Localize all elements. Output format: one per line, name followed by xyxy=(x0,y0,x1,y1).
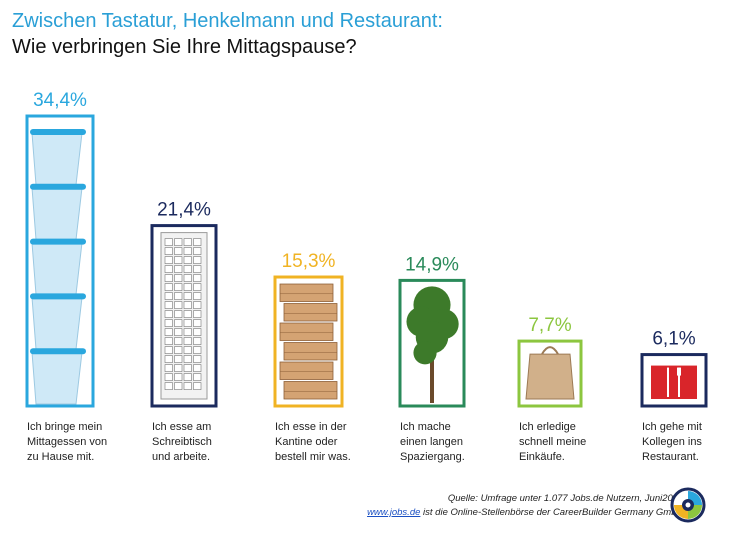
category-label: Ich esse am Schreibtisch und arbeite. xyxy=(152,421,212,463)
value-label: 21,4% xyxy=(157,200,211,221)
napkin-cutlery-icon xyxy=(651,365,697,399)
category-label: Ich esse in der Kantine oder bestell mir w… xyxy=(275,421,351,463)
value-label: 15,3% xyxy=(282,251,336,272)
category-label: Ich erledige schnell meine Einkäufe. xyxy=(519,421,586,463)
value-label: 14,9% xyxy=(405,254,459,275)
jobs-logo-icon xyxy=(670,487,706,523)
value-label: 6,1% xyxy=(652,329,695,350)
jobs-link[interactable]: www.jobs.de xyxy=(367,507,421,518)
category-label: Ich mache einen langen Spaziergang. xyxy=(400,421,465,463)
source-note: Quelle: Umfrage unter 1.077 Jobs.de Nutz… xyxy=(447,493,686,504)
tree-icon xyxy=(406,286,459,403)
keyboard-icon xyxy=(160,232,208,400)
chart-title: Zwischen Tastatur, Henkelmann und Restau… xyxy=(12,10,443,32)
source-note-2-text: ist die Online-Stellenbörse der CareerBu… xyxy=(420,507,686,518)
value-label: 7,7% xyxy=(528,315,571,336)
source-note-2: www.jobs.de ist die Online-Stellenbörse … xyxy=(367,507,686,518)
category-label: Ich gehe mit Kollegen ins Restaurant. xyxy=(642,421,702,463)
category-label: Ich bringe mein Mittagessen von zu Hause m… xyxy=(27,421,107,463)
paper-bag-icon xyxy=(525,346,575,400)
plastic-bowls-icon xyxy=(30,129,86,405)
chart-subtitle: Wie verbringen Sie Ihre Mittagspause? xyxy=(12,36,357,58)
pizza-boxes-icon xyxy=(279,283,338,400)
value-label: 34,4% xyxy=(33,90,87,111)
